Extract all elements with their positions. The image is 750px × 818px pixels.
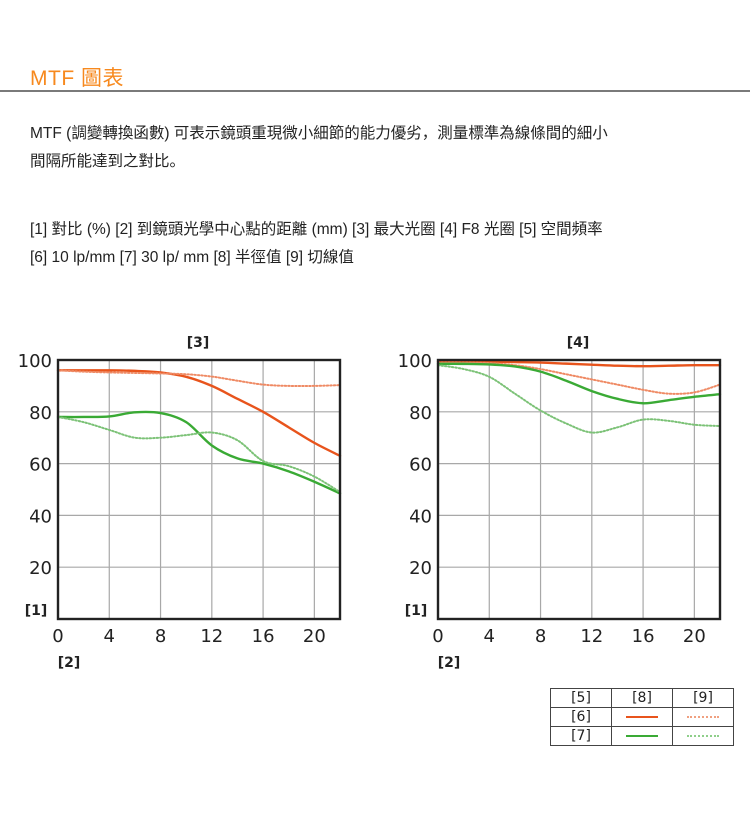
y-tick-label: 60 bbox=[409, 455, 432, 476]
y-axis-label: [1] bbox=[25, 603, 48, 619]
series-line bbox=[436, 362, 722, 405]
chart-max-aperture: 20 40 60 80 100 0 4 8 12 16 20 [3] [1] [2] bbox=[18, 335, 342, 671]
x-axis-label: [2] bbox=[438, 655, 461, 671]
x-tick-label: 0 bbox=[432, 626, 443, 647]
plot-frame bbox=[436, 358, 722, 621]
x-tick-label: 16 bbox=[632, 626, 655, 647]
x-tick-label: 4 bbox=[104, 626, 115, 647]
x-axis-label: [2] bbox=[58, 655, 81, 671]
series-line bbox=[437, 364, 721, 434]
series-line bbox=[56, 410, 342, 495]
description-line-2: 間隔所能達到之對比。 bbox=[30, 153, 186, 170]
description-line-1: MTF (調變轉換函數) 可表示鏡頭重現微小細節的能力優劣，測量標準為線條間的細… bbox=[30, 125, 608, 142]
chart-title: [4] bbox=[567, 335, 590, 351]
legend-header-sagittal: [8] bbox=[611, 688, 673, 708]
legend-header-frequency: [5] bbox=[550, 688, 612, 708]
plot-frame bbox=[56, 358, 342, 621]
y-axis-label: [1] bbox=[405, 603, 428, 619]
series-line bbox=[437, 361, 721, 395]
mtf-description: MTF (調變轉換函數) 可表示鏡頭重現微小細節的能力優劣，測量標準為線條間的細… bbox=[30, 120, 730, 176]
legend-row-30lp: [7] bbox=[550, 726, 734, 746]
series-line bbox=[57, 369, 341, 388]
y-tick-label: 40 bbox=[29, 506, 52, 527]
page-title: MTF 圖表 bbox=[30, 67, 124, 90]
legend-cell bbox=[672, 726, 734, 746]
y-tick-label: 100 bbox=[398, 351, 432, 372]
x-tick-label: 0 bbox=[52, 626, 63, 647]
y-tick-label: 80 bbox=[29, 403, 52, 424]
y-tick-label: 100 bbox=[18, 351, 52, 372]
x-tick-label: 4 bbox=[484, 626, 495, 647]
x-tick-label: 12 bbox=[580, 626, 603, 647]
legend-label-10lp: [6] bbox=[550, 707, 612, 727]
legend-header-row: [5] [8] [9] bbox=[550, 688, 734, 708]
x-tick-label: 8 bbox=[155, 626, 166, 647]
y-tick-label: 40 bbox=[409, 506, 432, 527]
legend-cell bbox=[672, 707, 734, 727]
x-tick-label: 20 bbox=[683, 626, 706, 647]
legend-table: [5] [8] [9] [6] [7] bbox=[550, 688, 734, 746]
legend-row-10lp: [6] bbox=[550, 707, 734, 727]
y-tick-label: 20 bbox=[29, 558, 52, 579]
y-tick-label: 60 bbox=[29, 455, 52, 476]
x-tick-label: 16 bbox=[252, 626, 275, 647]
legend-swatch-30lp-meridional bbox=[687, 735, 719, 737]
series-line bbox=[436, 360, 722, 368]
chart-f8-aperture: 20 40 60 80 100 0 4 8 12 16 20 [4] [1] [2] bbox=[398, 335, 722, 671]
legend-cell bbox=[611, 707, 673, 727]
legend-label-30lp: [7] bbox=[550, 726, 612, 746]
y-tick-label: 80 bbox=[409, 403, 432, 424]
title-divider bbox=[0, 90, 750, 92]
x-tick-label: 12 bbox=[200, 626, 223, 647]
series-line bbox=[57, 415, 341, 494]
legend-explanation-line-2: [6] 10 lp/mm [7] 30 lp/ mm [8] 半徑值 [9] 切… bbox=[30, 249, 354, 266]
legend-swatch-10lp-meridional bbox=[687, 716, 719, 718]
legend-cell bbox=[611, 726, 673, 746]
legend-explanation-line-1: [1] 對比 (%) [2] 到鏡頭光學中心點的距離 (mm) [3] 最大光圈… bbox=[30, 221, 603, 238]
chart-title: [3] bbox=[187, 335, 210, 351]
x-tick-label: 8 bbox=[535, 626, 546, 647]
x-tick-label: 20 bbox=[303, 626, 326, 647]
series-line bbox=[56, 369, 342, 458]
legend-swatch-10lp-sagittal bbox=[626, 716, 658, 718]
legend-header-meridional: [9] bbox=[672, 688, 734, 708]
legend-explanation: [1] 對比 (%) [2] 到鏡頭光學中心點的距離 (mm) [3] 最大光圈… bbox=[30, 216, 730, 272]
legend-swatch-30lp-sagittal bbox=[626, 735, 658, 737]
y-tick-label: 20 bbox=[409, 558, 432, 579]
